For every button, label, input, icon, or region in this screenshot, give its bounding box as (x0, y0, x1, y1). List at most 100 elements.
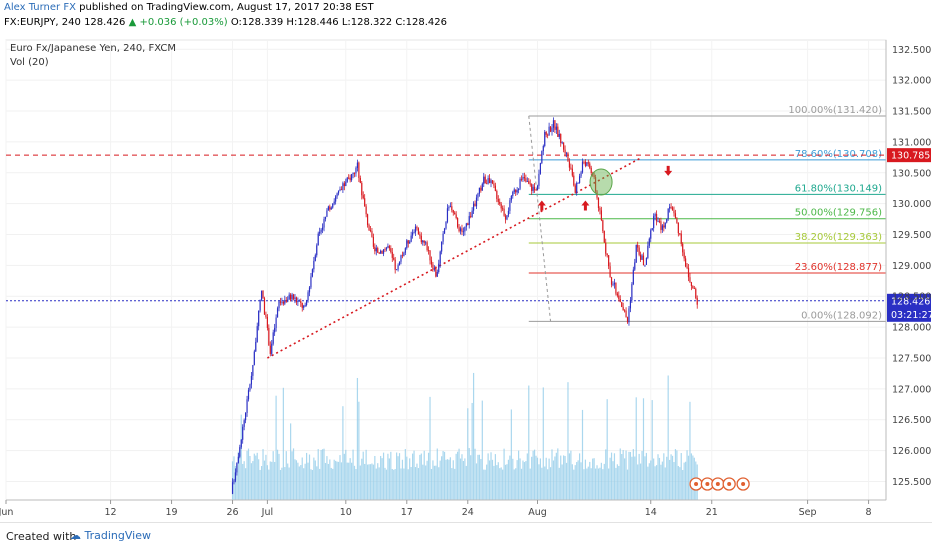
candle-body (608, 255, 610, 267)
candle-body (578, 176, 581, 183)
volume-bar (327, 463, 329, 500)
volume-bar (345, 449, 347, 500)
candle-body (295, 297, 298, 303)
candle-body (468, 216, 470, 225)
volume-bar (237, 451, 239, 500)
volume-bar (574, 465, 576, 500)
candle-body (670, 206, 672, 208)
volume-bar (252, 461, 254, 500)
candle-body (459, 228, 462, 232)
candle-body (690, 282, 693, 287)
volume-bar (346, 462, 348, 500)
volume-bar (397, 456, 399, 500)
candle-body (242, 426, 244, 440)
volume-bar (398, 453, 401, 500)
candle-body (380, 250, 382, 254)
volume-bar (577, 460, 579, 500)
volume-bar (265, 454, 267, 500)
candle-body (259, 299, 261, 311)
fib-diagonal (528, 115, 552, 322)
candle-body (502, 208, 504, 210)
candle-body (685, 258, 687, 267)
event-marker-dot (715, 482, 720, 486)
candle-body (382, 249, 385, 254)
volume-bar (613, 453, 616, 500)
candle-body (605, 242, 607, 254)
candle-body (300, 300, 302, 303)
candle-body (606, 253, 608, 256)
volume-bar (378, 467, 380, 500)
candle-body (352, 173, 354, 175)
candle-body (516, 190, 518, 193)
candle-body (478, 187, 480, 194)
candle-body (531, 184, 533, 191)
header-publish-line: Alex Turner FX published on TradingView.… (4, 2, 374, 13)
volume-bar (274, 461, 276, 500)
volume-bar (581, 409, 584, 500)
volume-bar (516, 460, 518, 500)
tradingview-logo[interactable]: ☁ TradingView (70, 529, 151, 542)
candle-body (568, 161, 571, 168)
candle-body (314, 255, 316, 261)
volume-bar (592, 458, 594, 500)
candle-body (629, 299, 632, 309)
volume-bar (276, 449, 279, 500)
author-name[interactable]: Alex Turner FX (4, 2, 76, 13)
candle-body (443, 228, 446, 234)
price-chart[interactable]: 100.00%(131.420) 78.60%(130.708) 61.80%(13… (0, 32, 932, 522)
candle-body (236, 462, 238, 473)
volume-bar (333, 459, 335, 500)
volume-bar (533, 449, 536, 500)
candle-body (362, 195, 364, 199)
volume-bar (260, 466, 263, 500)
candle-body (632, 269, 634, 285)
volume-bar (674, 449, 677, 500)
candle-body (507, 210, 510, 216)
volume-bar (394, 468, 396, 500)
volume-bar (382, 452, 385, 500)
candle-body (603, 230, 605, 243)
volume-bar (313, 457, 315, 500)
volume-bar (348, 462, 350, 500)
candle-body (326, 210, 328, 217)
volume-bar (580, 462, 582, 500)
volume-bar (587, 466, 589, 500)
candle-body (696, 298, 698, 305)
volume-bar (465, 465, 467, 500)
x-tick-label: 26 (226, 507, 238, 518)
volume-bar (538, 464, 540, 500)
volume-bar (291, 451, 293, 500)
candle-body (461, 228, 463, 232)
candle-body (413, 232, 415, 234)
candle-body (336, 193, 338, 197)
candle-body (541, 151, 543, 164)
volume-bar (661, 461, 663, 500)
x-tick-label: 19 (165, 507, 177, 518)
candle-body (252, 365, 254, 376)
volume-bar (632, 449, 634, 500)
volume-bar (583, 469, 585, 500)
candle-body (573, 175, 575, 186)
volume-bar (278, 453, 280, 500)
volume-bar (259, 469, 261, 500)
candle-body (349, 177, 351, 181)
volume-bar (555, 452, 557, 500)
volume-bar (513, 469, 515, 500)
fib-level-label: 78.60%(130.708) (795, 149, 882, 160)
volume-bar (307, 462, 309, 500)
volume-bar (557, 448, 559, 500)
candle-body (542, 145, 544, 152)
volume-bar (390, 451, 392, 500)
volume-bar (268, 469, 270, 500)
volume-bar (539, 458, 541, 500)
volume-bar (288, 467, 290, 500)
volume-bar (561, 464, 563, 500)
volume-bar (234, 465, 237, 500)
volume-bar (387, 453, 389, 500)
volume-bar (541, 467, 543, 500)
volume-bar (676, 450, 678, 500)
volume-bar (571, 464, 573, 500)
volume-bar (362, 451, 364, 500)
candle-body (683, 252, 685, 259)
volume-bar (532, 450, 534, 500)
